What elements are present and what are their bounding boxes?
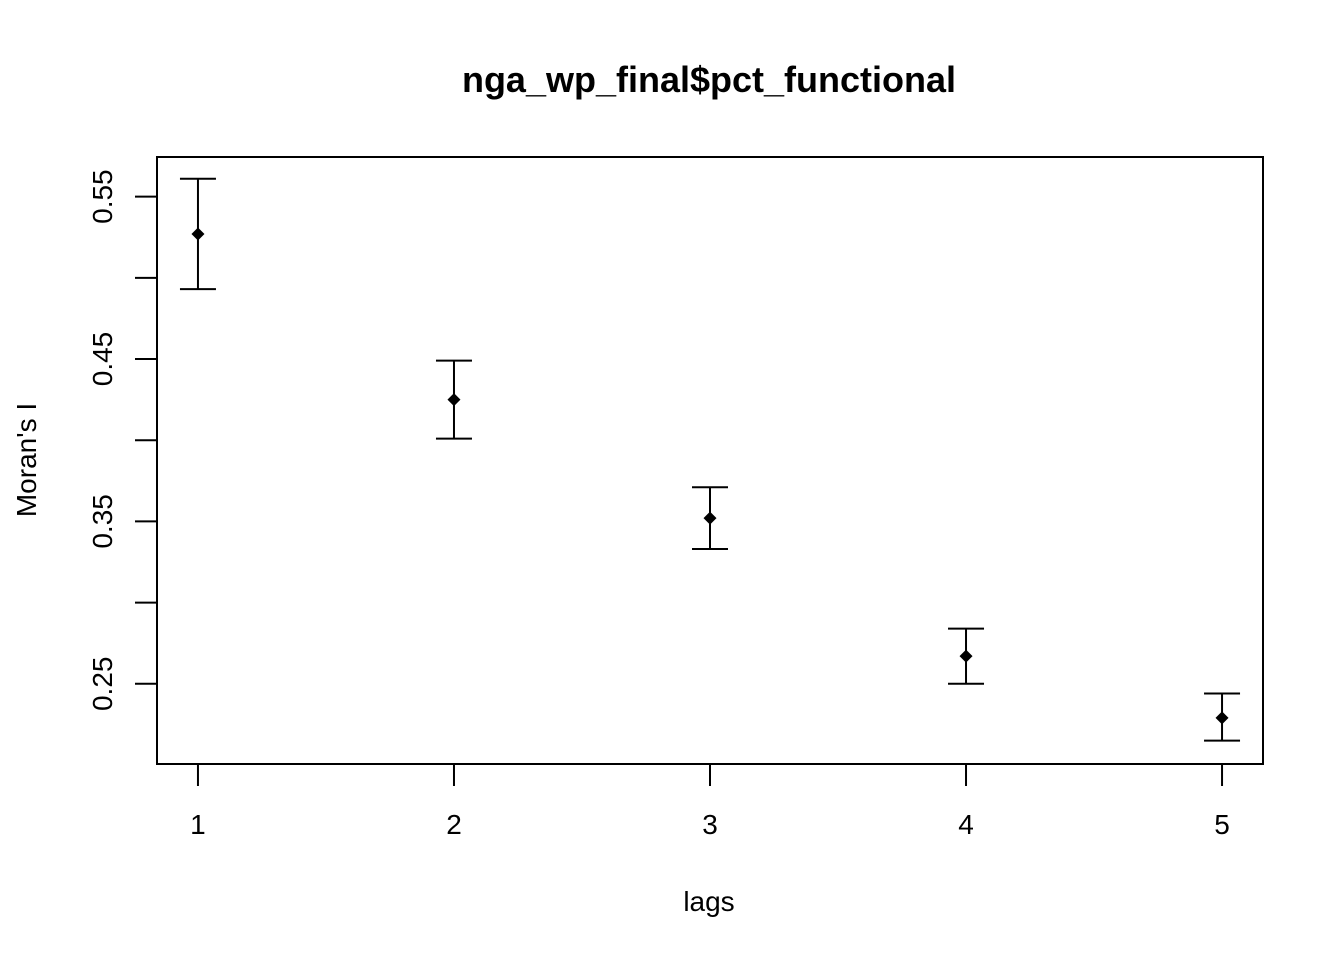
data-point xyxy=(447,393,461,407)
y-axis: 0.25 0.35 0.45 0.55 xyxy=(87,169,158,712)
y-tick-label: 0.25 xyxy=(87,657,118,712)
data-point xyxy=(959,649,973,663)
x-tick-label: 4 xyxy=(958,809,974,840)
y-tick-label: 0.35 xyxy=(87,494,118,549)
data-point xyxy=(1215,711,1229,725)
x-axis-label: lags xyxy=(683,886,734,917)
x-tick-label: 1 xyxy=(190,809,206,840)
x-tick-label: 5 xyxy=(1214,809,1230,840)
error-bars xyxy=(179,177,1241,742)
x-tick-label: 3 xyxy=(702,809,718,840)
data-point xyxy=(703,511,717,525)
y-axis-label: Moran's I xyxy=(11,403,42,517)
y-tick-label: 0.45 xyxy=(87,332,118,387)
chart-title: nga_wp_final$pct_functional xyxy=(462,59,956,100)
y-tick-label: 0.55 xyxy=(87,169,118,224)
x-axis: 1 2 3 4 5 xyxy=(190,763,1230,840)
plot-frame xyxy=(156,156,1264,765)
x-tick-label: 2 xyxy=(446,809,462,840)
data-point xyxy=(191,227,205,241)
data-points xyxy=(191,227,1229,725)
